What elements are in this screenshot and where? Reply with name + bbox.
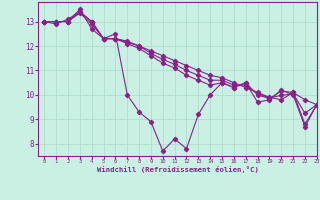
X-axis label: Windchill (Refroidissement éolien,°C): Windchill (Refroidissement éolien,°C) — [97, 166, 259, 173]
